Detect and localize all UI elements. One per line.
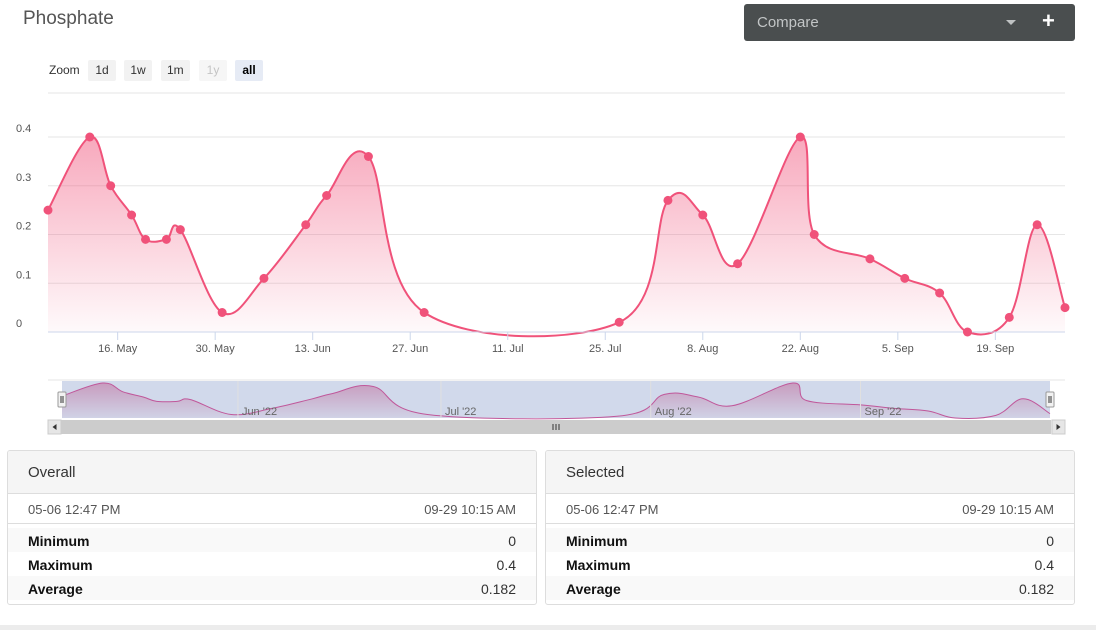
y-tick-label: 0.1 [16, 269, 31, 281]
data-point[interactable] [322, 191, 332, 200]
x-tick-label: 13. Jun [295, 343, 331, 355]
x-tick-label: 30. May [196, 343, 236, 355]
data-point[interactable] [301, 220, 311, 230]
bottom-divider [0, 625, 1096, 630]
series-line [47, 135, 1066, 338]
data-point[interactable] [809, 230, 819, 239]
navigator-series-line [61, 382, 1051, 420]
data-point[interactable] [1032, 220, 1042, 230]
stat-value: 0.182 [480, 581, 516, 597]
plus-icon[interactable]: + [1042, 8, 1055, 33]
selected-heading: Selected [546, 451, 1074, 494]
caret-down-icon[interactable] [1006, 20, 1016, 25]
stat-label: Average [566, 581, 621, 597]
stat-value: 0 [1046, 533, 1054, 549]
y-tick-label: 0 [16, 318, 22, 330]
data-point[interactable] [614, 317, 624, 327]
data-point[interactable] [900, 273, 910, 283]
y-tick-label: 0.3 [16, 172, 31, 184]
data-point[interactable] [698, 210, 708, 220]
overall-panel: Overall 05-06 12:47 PM 09-29 10:15 AM Mi… [7, 450, 537, 605]
navigator-month-label: Jun '22 [242, 406, 277, 418]
x-tick-label: 11. Jul [492, 343, 524, 355]
stat-row-minimum: Minimum 0 [8, 528, 536, 552]
stat-row-maximum: Maximum 0.4 [546, 552, 1074, 576]
data-point[interactable] [363, 152, 373, 161]
data-point[interactable] [43, 205, 53, 215]
compare-label: Compare [757, 14, 819, 31]
data-point[interactable] [175, 225, 185, 235]
stat-value: 0.4 [1034, 557, 1054, 573]
stat-row-minimum: Minimum 0 [546, 528, 1074, 552]
selected-panel: Selected 05-06 12:47 PM 09-29 10:15 AM M… [545, 450, 1075, 605]
x-tick-label: 27. Jun [392, 343, 428, 355]
x-tick-label: 22. Aug [782, 343, 819, 355]
x-tick-label: 25. Jul [589, 343, 621, 355]
x-tick-label: 19. Sep [976, 343, 1014, 355]
grip-lines-icon[interactable] [552, 424, 560, 430]
series-area-fill [48, 136, 1065, 337]
stat-row-maximum: Maximum 0.4 [8, 552, 536, 576]
stat-value: 0.4 [496, 557, 516, 573]
stat-row-average: Average 0.182 [8, 576, 536, 600]
zoom-1d-button[interactable]: 1d [88, 60, 116, 81]
data-point[interactable] [733, 259, 743, 269]
overall-start-date: 05-06 12:47 PM [28, 502, 121, 517]
selected-end-date: 09-29 10:15 AM [962, 502, 1054, 517]
data-point[interactable] [85, 132, 95, 142]
stat-value: 0.182 [1018, 581, 1054, 597]
data-point[interactable] [259, 273, 269, 283]
data-point[interactable] [217, 308, 227, 317]
page-title: Phosphate [23, 8, 114, 29]
y-tick-label: 0.4 [16, 123, 31, 135]
stat-row-average: Average 0.182 [546, 576, 1074, 600]
stat-label: Average [28, 581, 83, 597]
navigator-left-handle[interactable] [57, 391, 67, 408]
zoom-label: Zoom [49, 63, 80, 77]
selected-start-date: 05-06 12:47 PM [566, 502, 659, 517]
stat-label: Maximum [28, 557, 93, 573]
overall-heading: Overall [8, 451, 536, 494]
navigator-month-label: Jul '22 [445, 406, 476, 418]
overall-end-date: 09-29 10:15 AM [424, 502, 516, 517]
data-point[interactable] [935, 288, 945, 298]
phosphate-chart: 0 0.1 0.2 0.3 0.4 16. May 30. May 13. Jun 27. Ju… [16, 92, 1070, 435]
zoom-all-button[interactable]: all [235, 60, 263, 81]
data-point[interactable] [865, 254, 875, 264]
zoom-1w-button[interactable]: 1w [124, 60, 152, 81]
data-point[interactable] [127, 210, 137, 220]
overall-date-range: 05-06 12:47 PM 09-29 10:15 AM [8, 494, 536, 524]
data-point[interactable] [663, 195, 673, 205]
navigator-month-label: Aug '22 [655, 406, 692, 418]
arrow-right-icon[interactable] [1051, 419, 1066, 435]
data-point[interactable] [141, 234, 151, 244]
data-point[interactable] [161, 234, 171, 244]
data-point[interactable] [419, 308, 429, 317]
data-point[interactable] [1060, 303, 1070, 313]
navigator-month-label: Sep '22 [865, 406, 902, 418]
x-tick-label: 8. Aug [687, 343, 718, 355]
selected-date-range: 05-06 12:47 PM 09-29 10:15 AM [546, 494, 1074, 524]
x-tick-label: 5. Sep [882, 343, 914, 355]
arrow-left-icon[interactable] [47, 419, 62, 435]
zoom-1y-button[interactable]: 1y [199, 60, 227, 81]
stat-label: Maximum [566, 557, 631, 573]
stat-value: 0 [508, 533, 516, 549]
zoom-1m-button[interactable]: 1m [161, 60, 190, 81]
stat-label: Minimum [566, 533, 628, 549]
data-point[interactable] [1004, 312, 1014, 322]
navigator-right-handle[interactable] [1045, 391, 1055, 408]
y-tick-label: 0.2 [16, 221, 31, 233]
data-point[interactable] [106, 181, 116, 191]
data-point[interactable] [795, 132, 805, 142]
x-tick-label: 16. May [98, 343, 138, 355]
compare-dropdown[interactable]: Compare + [744, 4, 1075, 41]
stat-label: Minimum [28, 533, 90, 549]
data-point[interactable] [962, 327, 972, 337]
navigator-area-fill [62, 382, 1050, 419]
